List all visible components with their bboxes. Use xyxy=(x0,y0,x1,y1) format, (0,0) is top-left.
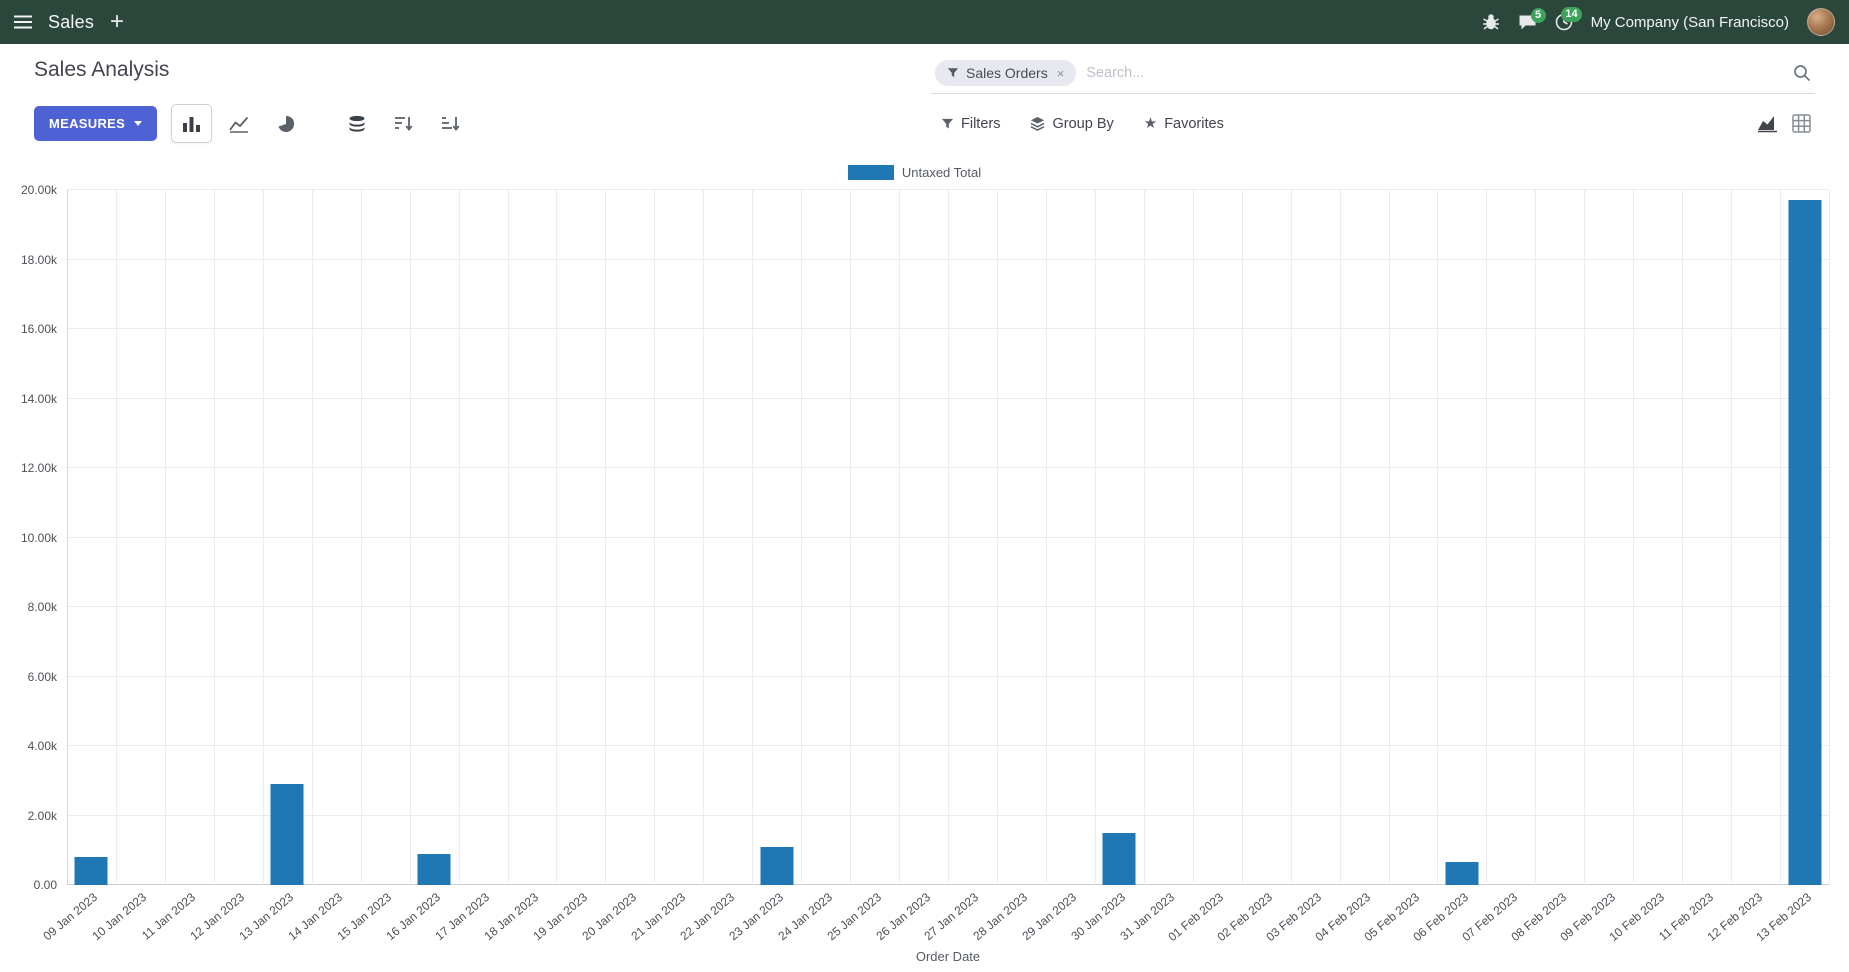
x-axis-title: Order Date xyxy=(915,949,981,964)
y-tick-label: 12.00k xyxy=(20,461,57,475)
apps-menu-icon[interactable] xyxy=(14,15,32,29)
filters-button[interactable]: Filters xyxy=(931,109,1010,139)
view-switcher xyxy=(1757,114,1815,133)
pie-chart-button[interactable] xyxy=(265,104,306,143)
measures-button-label: MEASURES xyxy=(49,116,126,131)
company-switcher[interactable]: My Company (San Francisco) xyxy=(1590,13,1789,31)
bar[interactable] xyxy=(417,853,451,885)
y-tick-label: 0.00 xyxy=(33,878,57,892)
x-tick-label: 10 Jan 2023 xyxy=(89,890,150,944)
pivot-view-button[interactable] xyxy=(1792,114,1811,133)
control-panel-buttons: MEASURES xyxy=(0,98,1849,153)
search-icon[interactable] xyxy=(1793,64,1811,82)
messages-count-badge: 5 xyxy=(1530,7,1546,23)
messages-icon[interactable]: 5 xyxy=(1518,7,1546,31)
chart-area: Untaxed Total 0.00 2.00k 4.00k 6.00k 8.00k 10… xyxy=(0,153,1849,972)
bar[interactable] xyxy=(1788,200,1822,885)
y-tick-label: 18.00k xyxy=(20,252,57,267)
favorites-label: Favorites xyxy=(1164,115,1224,132)
bar-chart-button[interactable] xyxy=(171,104,213,143)
activities-clock-icon[interactable]: 14 xyxy=(1555,7,1582,31)
activities-count-badge: 14 xyxy=(1561,7,1582,22)
y-tick-label: 16.00k xyxy=(20,322,57,336)
bar[interactable] xyxy=(760,846,794,885)
star-icon: ★ xyxy=(1143,115,1158,132)
search-bar[interactable]: Sales Orders × xyxy=(931,58,1815,94)
y-tick-label: 4.00k xyxy=(27,739,57,753)
bar[interactable] xyxy=(74,857,108,885)
bar[interactable] xyxy=(270,784,304,885)
y-tick-label: 14.00k xyxy=(20,391,57,406)
y-tick-label: 6.00k xyxy=(27,669,57,684)
bar[interactable] xyxy=(1445,862,1479,885)
chart-option-group xyxy=(336,104,471,143)
graph-view-button[interactable] xyxy=(1757,114,1778,133)
measures-button[interactable]: MEASURES xyxy=(34,106,158,141)
caret-down-icon xyxy=(134,121,143,126)
sort-descending-button[interactable] xyxy=(383,104,424,143)
legend-label: Untaxed Total xyxy=(901,165,982,180)
x-axis-labels: 09 Jan 2023 10 Jan 2023 11 Jan 2023 12 Jan … xyxy=(41,885,1829,947)
plot-area xyxy=(67,189,1830,885)
stacked-toggle-button[interactable] xyxy=(336,104,377,143)
y-tick-label: 20.00k xyxy=(20,183,57,197)
new-tab-plus-icon[interactable]: + xyxy=(110,8,125,35)
favorites-button[interactable]: ★ Favorites xyxy=(1134,109,1234,139)
line-chart-button[interactable] xyxy=(218,104,259,143)
chart-type-group xyxy=(171,104,306,143)
filter-funnel-icon xyxy=(947,67,959,79)
filters-label: Filters xyxy=(961,115,1001,132)
legend: Untaxed Total xyxy=(0,165,1829,180)
group-by-button[interactable]: Group By xyxy=(1020,109,1123,139)
page-title: Sales Analysis xyxy=(34,58,170,81)
search-input[interactable] xyxy=(1086,65,1783,81)
app-name[interactable]: Sales xyxy=(48,11,95,32)
y-tick-label: 10.00k xyxy=(20,530,57,545)
group-by-label: Group By xyxy=(1052,115,1114,132)
sort-ascending-button[interactable] xyxy=(430,104,471,143)
top-navbar: Sales + 5 14 My Company (San Francisco) xyxy=(0,0,1849,44)
search-facet-label: Sales Orders xyxy=(966,65,1048,81)
search-options-group: Filters Group By ★ Favorites xyxy=(931,109,1234,139)
y-tick-label: 8.00k xyxy=(27,600,57,614)
filters-funnel-icon xyxy=(941,118,954,130)
legend-swatch xyxy=(847,165,894,180)
y-axis-labels: 0.00 2.00k 4.00k 6.00k 8.00k 10.00k 12.00k 14.0… xyxy=(0,183,67,892)
bar[interactable] xyxy=(1102,832,1136,885)
user-avatar[interactable] xyxy=(1807,8,1835,36)
facet-remove-icon[interactable]: × xyxy=(1056,65,1065,81)
y-tick-label: 2.00k xyxy=(27,808,57,823)
control-panel-top: Sales Analysis Sales Orders × xyxy=(0,44,1849,98)
search-facet[interactable]: Sales Orders × xyxy=(935,60,1077,86)
debug-bug-icon[interactable] xyxy=(1482,13,1500,31)
layers-icon xyxy=(1030,116,1045,131)
